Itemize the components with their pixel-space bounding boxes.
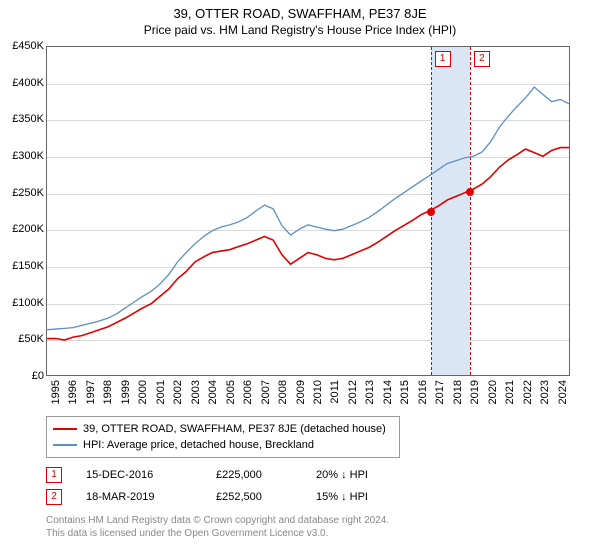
chart-legend: 39, OTTER ROAD, SWAFFHAM, PE37 8JE (deta… <box>46 416 400 458</box>
sale-date: 15-DEC-2016 <box>86 469 216 481</box>
x-axis-tick-label: 2018 <box>452 380 464 404</box>
y-axis-tick-label: £400K <box>12 77 44 89</box>
x-axis-tick-label: 2019 <box>469 380 481 404</box>
x-axis-tick-label: 1999 <box>120 380 132 404</box>
attribution: Contains HM Land Registry data © Crown c… <box>46 514 389 540</box>
legend-swatch-hpi <box>53 444 77 446</box>
x-axis-tick-label: 2009 <box>295 380 307 404</box>
table-row: 1 15-DEC-2016 £225,000 20% ↓ HPI <box>46 464 416 486</box>
x-axis-tick-label: 2024 <box>557 380 569 404</box>
y-axis-tick-label: £450K <box>12 40 44 52</box>
x-axis-tick-label: 2003 <box>190 380 202 404</box>
legend-label: HPI: Average price, detached house, Brec… <box>83 437 314 453</box>
x-axis-tick-label: 2004 <box>207 380 219 404</box>
y-axis-tick-label: £150K <box>12 260 44 272</box>
x-axis-tick-label: 2008 <box>277 380 289 404</box>
x-axis-tick-label: 2011 <box>329 380 341 404</box>
page-title: 39, OTTER ROAD, SWAFFHAM, PE37 8JE <box>0 0 600 21</box>
x-axis-tick-label: 2007 <box>260 380 272 404</box>
x-axis-tick-label: 2002 <box>172 380 184 404</box>
marker-badge: 2 <box>46 489 62 505</box>
x-axis-tick-label: 2016 <box>417 380 429 404</box>
legend-row: 39, OTTER ROAD, SWAFFHAM, PE37 8JE (deta… <box>53 421 393 437</box>
x-axis-tick-label: 2000 <box>137 380 149 404</box>
series-line-price_paid <box>47 148 569 340</box>
x-axis-tick-label: 2015 <box>399 380 411 404</box>
x-axis-tick-label: 2001 <box>155 380 167 404</box>
x-axis-tick-label: 1998 <box>102 380 114 404</box>
y-axis-tick-label: £350K <box>12 113 44 125</box>
y-axis-tick-label: £250K <box>12 187 44 199</box>
sale-date: 18-MAR-2019 <box>86 491 216 503</box>
marker-dot <box>427 208 435 216</box>
y-axis-tick-label: £300K <box>12 150 44 162</box>
y-axis-tick-label: £100K <box>12 297 44 309</box>
marker-dot <box>466 188 474 196</box>
x-axis-tick-label: 2005 <box>225 380 237 404</box>
x-axis-tick-label: 2021 <box>504 380 516 404</box>
legend-label: 39, OTTER ROAD, SWAFFHAM, PE37 8JE (deta… <box>83 421 386 437</box>
x-axis-tick-label: 2023 <box>539 380 551 404</box>
legend-swatch-price-paid <box>53 428 77 430</box>
x-axis-tick-label: 1996 <box>67 380 79 404</box>
attribution-line: This data is licensed under the Open Gov… <box>46 527 389 540</box>
attribution-line: Contains HM Land Registry data © Crown c… <box>46 514 389 527</box>
sale-delta-vs-hpi: 15% ↓ HPI <box>316 491 416 503</box>
y-axis-tick-label: £50K <box>18 333 44 345</box>
table-row: 2 18-MAR-2019 £252,500 15% ↓ HPI <box>46 486 416 508</box>
series-line-hpi <box>47 87 569 330</box>
legend-row: HPI: Average price, detached house, Brec… <box>53 437 393 453</box>
page-subtitle: Price paid vs. HM Land Registry's House … <box>0 21 600 37</box>
marker-badge: 1 <box>46 467 62 483</box>
sale-delta-vs-hpi: 20% ↓ HPI <box>316 469 416 481</box>
x-axis-tick-label: 2006 <box>242 380 254 404</box>
marker-box: 2 <box>474 51 490 67</box>
x-axis-tick-label: 2020 <box>487 380 499 404</box>
x-axis-tick-label: 2012 <box>347 380 359 404</box>
price-chart: 12 <box>46 46 570 376</box>
x-axis-tick-label: 2017 <box>434 380 446 404</box>
marker-box: 1 <box>435 51 451 67</box>
x-axis-tick-label: 1997 <box>85 380 97 404</box>
x-axis-tick-label: 2014 <box>382 380 394 404</box>
y-axis-tick-label: £200K <box>12 223 44 235</box>
x-axis-tick-label: 1995 <box>50 380 62 404</box>
chart-lines-svg <box>47 47 569 375</box>
x-axis-tick-label: 2022 <box>522 380 534 404</box>
chart-page: 39, OTTER ROAD, SWAFFHAM, PE37 8JE Price… <box>0 0 600 560</box>
x-axis-tick-label: 2010 <box>312 380 324 404</box>
sale-price: £252,500 <box>216 491 316 503</box>
sale-price: £225,000 <box>216 469 316 481</box>
y-axis-tick-label: £0 <box>32 370 44 382</box>
sales-table: 1 15-DEC-2016 £225,000 20% ↓ HPI 2 18-MA… <box>46 464 416 508</box>
x-axis-tick-label: 2013 <box>364 380 376 404</box>
